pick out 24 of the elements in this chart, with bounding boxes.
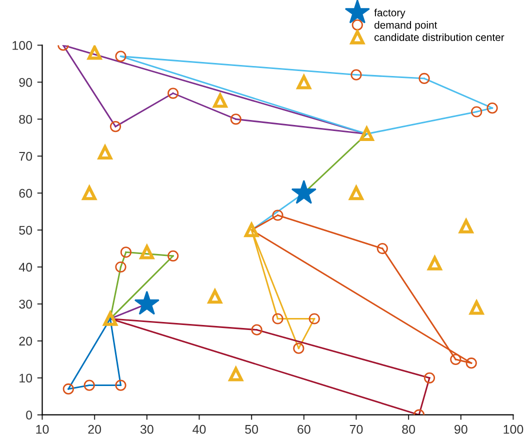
y-tick-label: 40 <box>18 262 32 272</box>
x-tick-label: 100 <box>504 424 524 434</box>
y-tick-label: 70 <box>19 152 32 161</box>
y-tick-label: 100 <box>12 41 32 50</box>
y-tick-label: 0 <box>26 410 32 420</box>
x-tick-label: 80 <box>402 424 416 434</box>
x-tick-label: 90 <box>454 424 468 434</box>
x-tick-label: 50 <box>245 424 258 434</box>
legend-label: factory <box>374 8 406 18</box>
y-tick-label: 90 <box>19 78 32 87</box>
legend-label: candidate distribution center <box>374 33 504 42</box>
x-tick-label: 30 <box>140 424 154 434</box>
x-tick-label: 60 <box>298 424 310 434</box>
y-tick-label: 50 <box>19 226 32 235</box>
x-tick-label: 70 <box>350 424 363 434</box>
x-tick-label: 20 <box>88 424 102 434</box>
y-tick-label: 10 <box>20 374 32 383</box>
y-tick-label: 80 <box>19 114 32 124</box>
legend-label: demand point <box>374 21 438 31</box>
x-tick-label: 10 <box>36 424 49 434</box>
x-tick-label: 40 <box>192 424 206 434</box>
y-tick-label: 20 <box>19 336 32 346</box>
y-tick-label: 60 <box>19 188 32 198</box>
y-tick-label: 30 <box>19 300 32 309</box>
